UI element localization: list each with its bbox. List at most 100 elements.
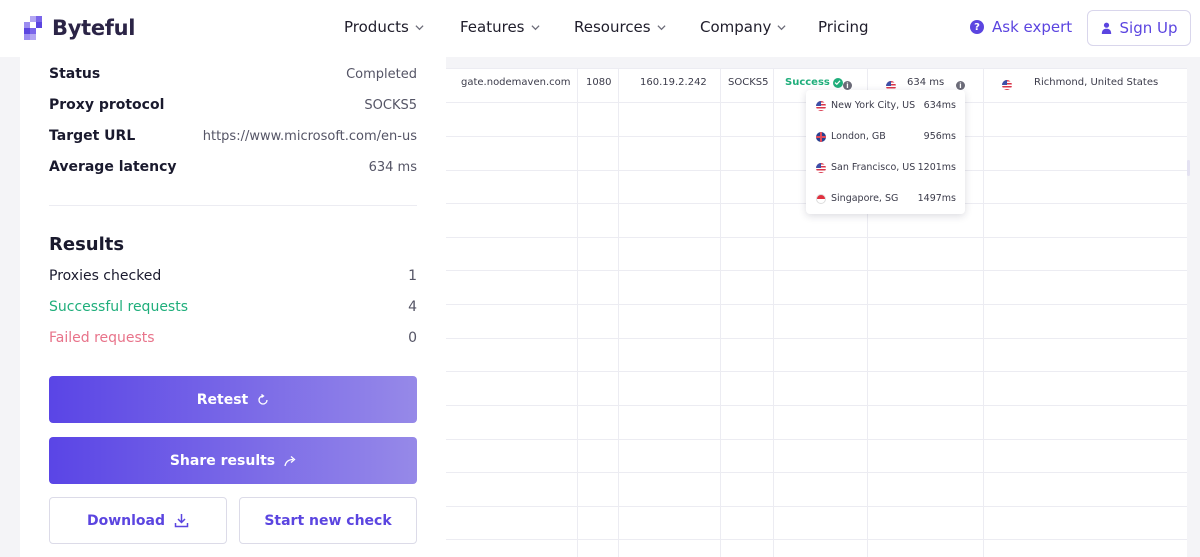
refresh-icon [258,393,268,405]
column-divider [983,69,984,557]
target-url-label: Target URL [49,128,136,144]
nav-features[interactable]: Features [460,18,540,36]
status-value: Completed [346,66,417,82]
protocol-value: SOCKS5 [364,97,417,113]
failed-requests-value: 0 [408,330,417,346]
retest-button[interactable]: Retest [49,376,417,423]
sign-up-label: Sign Up [1119,19,1178,37]
tooltip-city: New York City, US [831,100,916,111]
row-divider [446,237,1187,238]
proxies-checked-row: Proxies checked 1 [49,266,417,286]
retest-label: Retest [196,391,249,408]
proxies-checked-label: Proxies checked [49,268,162,284]
row-divider [446,439,1187,440]
info-icon[interactable]: i [843,81,852,90]
column-divider [577,69,578,557]
row-divider [446,472,1187,473]
status-text: Success [785,77,830,88]
gb-flag-icon [816,131,826,142]
proxy-ip: 160.19.2.242 [640,77,707,88]
us-flag-icon [816,162,826,173]
row-divider [446,304,1187,305]
user-icon [1101,22,1111,34]
byteful-logo-icon [24,16,42,40]
info-icon[interactable]: i [956,81,965,90]
us-flag-icon [886,81,896,91]
check-summary-panel: Status Completed Proxy protocol SOCKS5 T… [20,57,446,557]
download-icon [174,514,189,528]
tooltip-ms: 956ms [923,131,956,142]
start-new-check-label: Start new check [264,512,392,529]
nav-resources-label: Resources [574,18,651,36]
nav-company-label: Company [700,18,772,36]
tooltip-city: London, GB [831,131,886,142]
status-row: Status Completed [49,64,417,84]
proxy-host: gate.nodemaven.com [461,77,571,88]
results-heading: Results [49,234,125,255]
question-icon: ? [970,20,984,34]
latency-value: 634 ms [368,159,417,175]
nav-company[interactable]: Company [700,18,786,36]
proxy-port: 1080 [586,77,612,88]
location-cell: Richmond, United States [1034,77,1159,88]
tooltip-city: Singapore, SG [831,193,899,204]
protocol-row: Proxy protocol SOCKS5 [49,95,417,115]
chevron-down-icon [657,24,666,30]
nav-pricing-label: Pricing [818,18,869,36]
column-divider [618,69,619,557]
status-label: Status [49,66,101,82]
target-url-row: Target URL https://www.microsoft.com/en-… [49,126,417,146]
successful-requests-label: Successful requests [49,299,189,315]
sg-flag-icon [816,193,826,204]
check-circle-icon [832,77,843,88]
tooltip-ms: 1201ms [917,162,956,173]
ask-expert-link[interactable]: ? Ask expert [970,18,1072,36]
tooltip-row: Singapore, SG 1497ms [816,193,956,204]
row-divider [446,371,1187,372]
download-label: Download [86,512,166,529]
us-flag-icon [816,100,826,111]
row-divider [446,338,1187,339]
column-divider [867,69,868,557]
latency-cell: 634 ms [907,77,945,88]
tooltip-row: London, GB 956ms [816,131,956,142]
scrollbar[interactable] [1187,160,1190,176]
proxy-protocol: SOCKS5 [728,77,769,88]
latency-row: Average latency 634 ms [49,157,417,177]
row-divider [446,270,1187,271]
column-divider [720,69,721,557]
column-divider [773,69,774,557]
chevron-down-icon [415,24,424,30]
sign-up-button[interactable]: Sign Up [1087,10,1191,46]
nav-resources[interactable]: Resources [574,18,666,36]
tooltip-ms: 634ms [923,100,956,111]
divider [49,205,417,206]
brand-logo[interactable]: Byteful [21,13,135,43]
nav-pricing[interactable]: Pricing [818,18,869,36]
top-navigation-bar: Byteful Products Features Resources Comp… [0,0,1200,57]
start-new-check-button[interactable]: Start new check [239,497,417,544]
tooltip-city: San Francisco, US [831,162,916,173]
brand-name: Byteful [52,16,136,40]
row-divider [446,539,1187,540]
tooltip-row: New York City, US 634ms [816,100,956,111]
successful-requests-row: Successful requests 4 [49,297,417,317]
tooltip-ms: 1497ms [917,193,956,204]
nav-products-label: Products [344,18,409,36]
download-button[interactable]: Download [49,497,227,544]
chevron-down-icon [530,24,540,30]
tooltip-row: San Francisco, US 1201ms [816,162,956,173]
share-arrow-icon [284,455,296,466]
share-results-label: Share results [169,452,276,469]
failed-requests-label: Failed requests [49,330,155,346]
share-results-button[interactable]: Share results [49,437,417,484]
us-flag-icon [1002,80,1012,90]
proxies-checked-value: 1 [408,268,417,284]
latency-label: Average latency [49,159,177,175]
nav-products[interactable]: Products [344,18,424,36]
nav-features-label: Features [460,18,525,36]
row-divider [446,405,1187,406]
successful-requests-value: 4 [408,299,417,315]
row-divider [446,506,1187,507]
failed-requests-row: Failed requests 0 [49,328,417,348]
